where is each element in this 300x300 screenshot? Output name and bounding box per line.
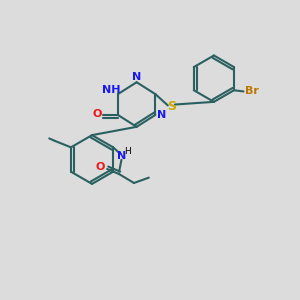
Text: O: O	[96, 162, 105, 172]
Text: S: S	[167, 100, 176, 112]
Text: Br: Br	[245, 86, 259, 96]
Text: N: N	[117, 151, 126, 161]
Text: N: N	[157, 110, 167, 120]
Text: N: N	[132, 72, 141, 82]
Text: NH: NH	[102, 85, 121, 95]
Text: H: H	[124, 147, 131, 156]
Text: O: O	[92, 109, 102, 119]
